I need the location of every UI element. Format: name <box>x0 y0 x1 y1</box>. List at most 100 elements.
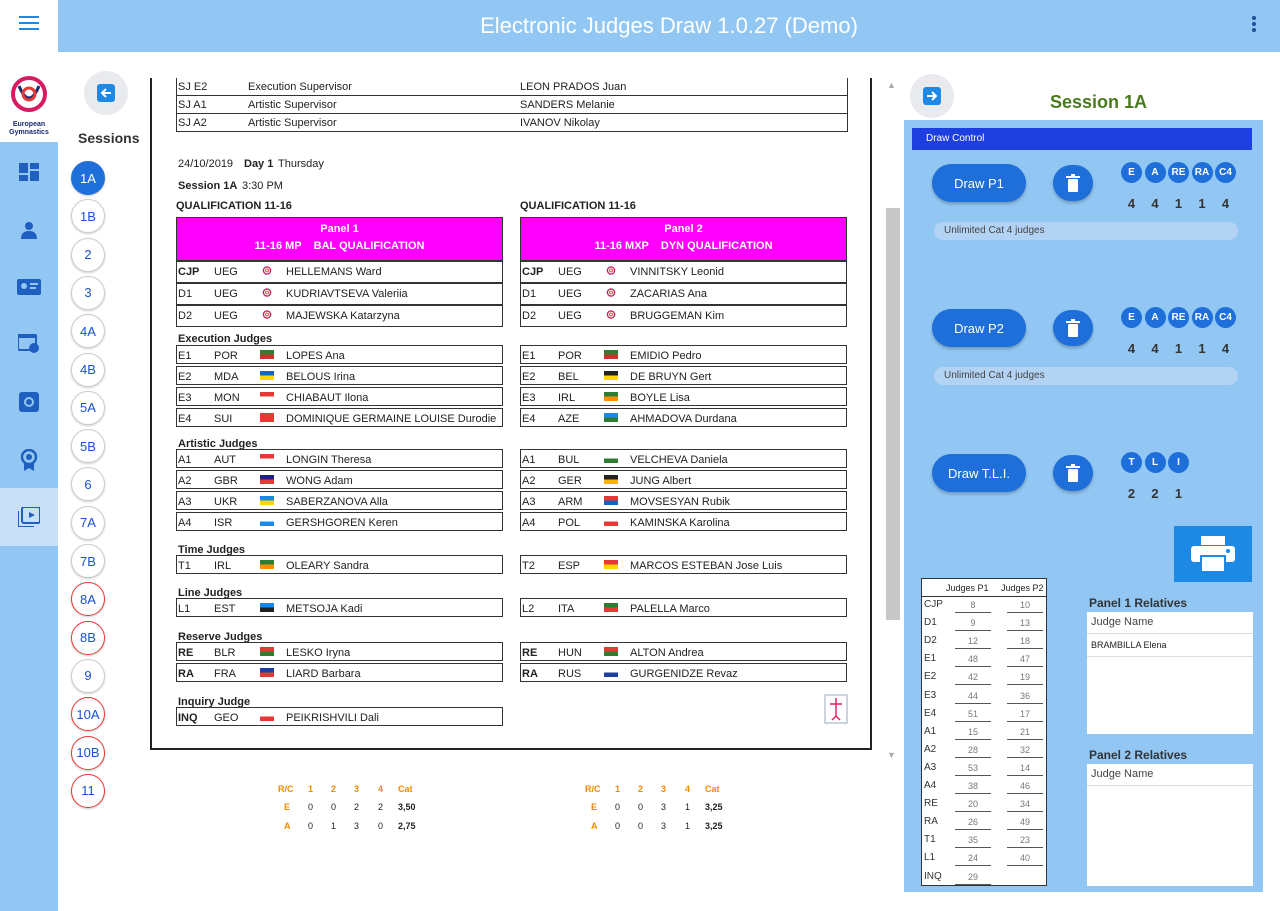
session-button[interactable]: 1A <box>71 161 105 195</box>
session-button[interactable]: 9 <box>71 658 105 693</box>
judge-number-p1[interactable]: 26 <box>955 817 991 831</box>
session-button[interactable]: 7A <box>71 505 105 540</box>
supervisor-role: Artistic Supervisor <box>248 117 337 129</box>
session-button[interactable]: 4B <box>71 352 105 387</box>
judge-number-p1[interactable]: 12 <box>955 636 991 650</box>
judge-number-p1[interactable]: 9 <box>955 618 991 632</box>
menu-icon[interactable] <box>0 0 58 46</box>
delete-draw-button[interactable] <box>1053 310 1093 346</box>
judge-number-p2[interactable]: 21 <box>1007 727 1043 740</box>
judge-nation: GEO <box>214 712 239 724</box>
judge-role-label: CJP <box>924 599 943 610</box>
judge-nation: POR <box>558 350 582 362</box>
delete-draw-button[interactable] <box>1053 165 1093 201</box>
judge-number-p2[interactable]: 19 <box>1007 672 1043 686</box>
session-button[interactable]: 11 <box>71 773 105 808</box>
session-button[interactable]: 10B <box>71 735 105 770</box>
draw-button[interactable]: Draw T.L.I. <box>932 454 1026 492</box>
day: Day 1 <box>244 158 274 170</box>
judge-nation: AZE <box>558 413 580 425</box>
judge-category-count: 4 <box>1151 341 1159 356</box>
arrow-left-icon <box>97 84 115 102</box>
more-options-icon[interactable] <box>1252 16 1256 36</box>
judge-number-p1[interactable]: 28 <box>955 745 991 758</box>
scroll-up-icon[interactable]: ▲ <box>887 80 896 90</box>
judges-p2-header: Judges P2 <box>1001 583 1044 593</box>
session-button[interactable]: 7B <box>71 544 105 578</box>
judge-number-p1[interactable]: 38 <box>955 781 991 794</box>
judge-number-p2[interactable]: 17 <box>1007 709 1043 722</box>
draw-button[interactable]: Draw P1 <box>932 164 1026 202</box>
judge-number-p1[interactable]: 15 <box>955 727 991 740</box>
summary-cell: 2 <box>378 802 384 812</box>
hun-flag-icon <box>604 647 618 656</box>
summary-header: Cat <box>398 784 413 794</box>
judge-name: DOMINIQUE GERMAINE LOUISE Durodie <box>286 413 497 425</box>
judge-number-p1[interactable]: 48 <box>955 654 991 668</box>
id-card-icon[interactable] <box>0 260 58 316</box>
blr-flag-icon <box>260 647 274 656</box>
judge-number-p2[interactable]: 47 <box>1007 654 1043 668</box>
judge-number-p1[interactable]: 29 <box>955 872 991 885</box>
session-button[interactable]: 10A <box>71 697 105 732</box>
dashboard-icon[interactable] <box>0 144 58 200</box>
session-button[interactable]: 6 <box>71 467 105 502</box>
judge-nation: BUL <box>558 454 580 466</box>
judge-number-p2[interactable]: 13 <box>1007 618 1043 632</box>
judge-number-p1[interactable]: 42 <box>955 672 991 686</box>
video-library-icon[interactable] <box>0 488 58 546</box>
relative-item[interactable]: BRAMBILLA Elena <box>1087 634 1253 657</box>
supervisor-row <box>176 113 848 132</box>
judge-number-p2[interactable]: 14 <box>1007 763 1043 776</box>
session-button[interactable]: 5A <box>71 390 105 425</box>
settings-icon[interactable] <box>0 374 58 430</box>
judge-category-count: 1 <box>1174 196 1183 211</box>
delete-draw-button[interactable] <box>1053 455 1093 491</box>
judge-number-p1[interactable]: 20 <box>955 799 991 813</box>
session-button[interactable]: 4A <box>71 314 105 349</box>
judge-number-p1[interactable]: 35 <box>955 835 991 849</box>
judge-icon[interactable] <box>0 202 58 258</box>
session-button[interactable]: 8A <box>71 582 105 617</box>
award-icon[interactable] <box>0 432 58 488</box>
judge-role-label: L1 <box>924 852 936 864</box>
forward-button[interactable] <box>910 74 954 118</box>
judge-number-p2[interactable]: 32 <box>1007 745 1043 758</box>
judge-number-p1[interactable]: 8 <box>955 600 991 613</box>
judge-number-p2[interactable]: 49 <box>1007 817 1043 831</box>
judge-category-count: 4 <box>1151 196 1159 211</box>
judge-number-p2[interactable]: 36 <box>1007 691 1043 704</box>
session-button[interactable]: 1B <box>71 199 105 234</box>
session-button[interactable]: 5B <box>71 429 105 464</box>
session-button[interactable]: 3 <box>71 275 105 310</box>
judge-number-p1[interactable]: 44 <box>955 691 991 704</box>
judge-number-p1[interactable]: 24 <box>955 853 991 867</box>
back-button[interactable] <box>84 71 128 115</box>
est-flag-icon <box>260 603 274 612</box>
scroll-thumb[interactable] <box>886 208 900 620</box>
judge-number-p2[interactable]: 23 <box>1007 835 1043 849</box>
judge-number-p1[interactable]: 53 <box>955 763 991 776</box>
scroll-down-icon[interactable]: ▼ <box>887 750 896 760</box>
judge-row <box>176 470 503 489</box>
document-scrollbar[interactable]: ▲ ▼ <box>884 78 902 768</box>
session-button[interactable]: 8B <box>71 620 105 655</box>
summary-cell: 3 <box>661 802 667 812</box>
judge-number-p1[interactable]: 51 <box>955 709 991 722</box>
draw-note: Unlimited Cat 4 judges <box>934 222 1238 240</box>
qualification-title: QUALIFICATION 11-16 <box>176 200 292 212</box>
print-button[interactable] <box>1174 526 1252 582</box>
judge-nation: UEG <box>214 288 238 300</box>
judge-number-p2[interactable]: 34 <box>1007 799 1043 813</box>
session-button[interactable]: 2 <box>71 237 105 272</box>
schedule-icon[interactable] <box>0 316 58 372</box>
judge-category-count: 4 <box>1221 341 1230 356</box>
judge-role-label: D2 <box>924 635 937 647</box>
ukr-flag-icon <box>260 496 274 505</box>
judge-number-p2[interactable]: 40 <box>1007 853 1043 867</box>
draw-button[interactable]: Draw P2 <box>932 309 1026 347</box>
judge-nation: IRL <box>558 392 576 404</box>
judge-number-p2[interactable]: 18 <box>1007 636 1043 650</box>
judge-number-p2[interactable]: 46 <box>1007 781 1043 794</box>
judge-number-p2[interactable]: 10 <box>1007 600 1043 613</box>
